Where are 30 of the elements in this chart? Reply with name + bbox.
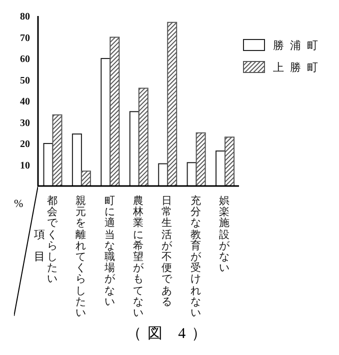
y-tick-label: 40 [20, 96, 30, 108]
y-tick-label: 50 [20, 75, 30, 86]
bar [196, 132, 206, 186]
bar [138, 88, 148, 186]
bar [100, 58, 111, 186]
legend-label: 上勝町 [273, 60, 324, 74]
category-label: 町に適当な職場がない [104, 196, 116, 308]
bar [167, 22, 178, 186]
bar [52, 114, 62, 186]
x-axis-title: 項目 [34, 228, 46, 265]
category-label: 農林業に希望がもてない [133, 196, 144, 320]
category-label: 日常生活が不便である [162, 196, 173, 308]
y-tick-label: 80 [20, 12, 30, 23]
y-tick-label: 60 [20, 54, 30, 66]
bar [72, 133, 82, 186]
legend-label: 勝浦町 [273, 38, 324, 52]
bar [110, 36, 120, 186]
x-tick-label: 娯楽施設がない [218, 196, 232, 274]
bar [224, 136, 235, 186]
text: （図 4） [125, 325, 214, 343]
category-label: 親元を離れてくらしたい [76, 196, 87, 320]
y-tick-label: 20 [20, 139, 30, 150]
y-tick-label: 30 [20, 118, 30, 129]
y-tick-label: 70 [20, 32, 30, 44]
y-axis-title: % [14, 198, 24, 210]
category-label: 充分な教育が受けれない [190, 196, 202, 320]
x-tick-label: 都会でくらしたい [46, 196, 59, 286]
bar [80, 170, 91, 186]
y-tick-label: 10 [20, 160, 30, 172]
bar [129, 111, 140, 186]
